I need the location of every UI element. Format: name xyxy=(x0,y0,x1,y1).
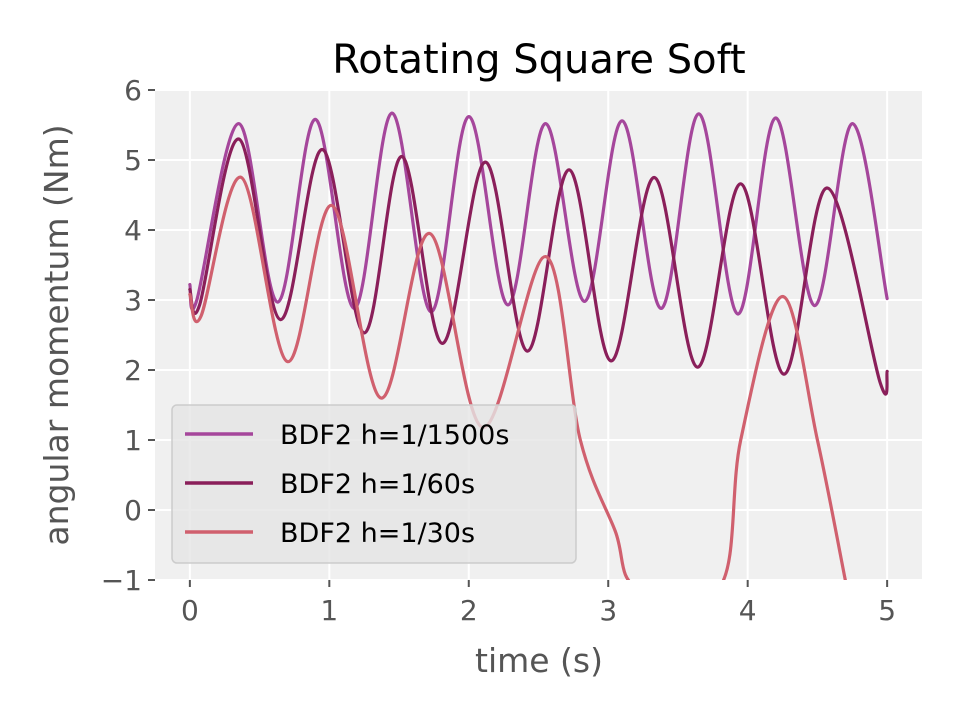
legend-box xyxy=(171,404,577,564)
x-tick-label: 1 xyxy=(320,594,338,627)
x-axis-label: time (s) xyxy=(475,641,603,680)
y-tick-label: −1 xyxy=(101,564,142,597)
series-line-2 xyxy=(188,175,847,580)
y-axis-label: angular momentum (Nm) xyxy=(37,124,76,545)
legend-label-1: BDF2 h=1/60s xyxy=(280,469,475,500)
y-tick-label: 0 xyxy=(124,494,142,527)
x-axis-ticks: 0 1 2 3 4 5 xyxy=(181,580,896,627)
x-tick-label: 5 xyxy=(878,594,896,627)
x-tick-label: 3 xyxy=(599,594,617,627)
legend: BDF2 h=1/1500s BDF2 h=1/60s BDF2 h=1/30s xyxy=(171,404,577,564)
y-tick-label: 3 xyxy=(124,284,142,317)
series-line-1 xyxy=(188,137,889,396)
y-tick-label: 4 xyxy=(124,214,142,247)
legend-label-0: BDF2 h=1/1500s xyxy=(280,420,509,451)
y-axis-ticks: −1 0 1 2 3 4 5 6 xyxy=(101,74,155,597)
x-tick-label: 0 xyxy=(181,594,199,627)
series-line-0 xyxy=(188,111,889,316)
x-tick-label: 2 xyxy=(460,594,478,627)
y-tick-label: 1 xyxy=(124,424,142,457)
y-tick-label: 2 xyxy=(124,354,142,387)
x-tick-label: 4 xyxy=(739,594,757,627)
series-lines xyxy=(188,111,889,580)
chart-title: Rotating Square Soft xyxy=(332,37,745,83)
legend-label-2: BDF2 h=1/30s xyxy=(280,518,475,549)
y-tick-label: 5 xyxy=(124,144,142,177)
y-tick-label: 6 xyxy=(124,74,142,107)
